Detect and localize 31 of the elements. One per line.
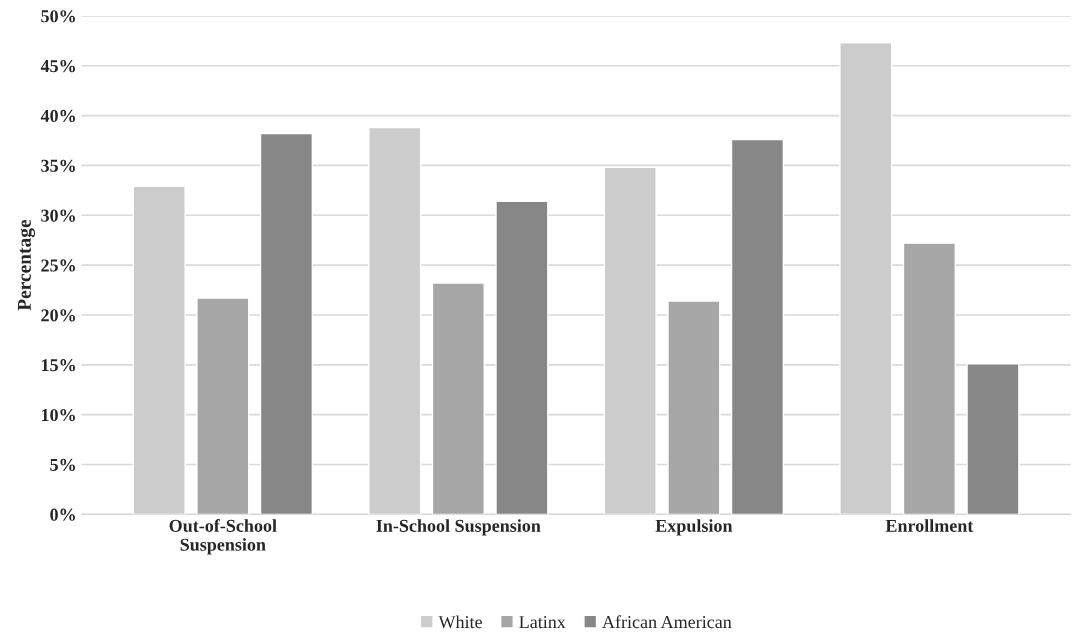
y-tick-label: 30% [41,209,75,222]
y-tick-label: 45% [40,59,75,73]
x-tick-label: Out-of-School Suspension [169,519,277,555]
bar [495,200,549,515]
bar [196,297,250,515]
y-tick-label: 50% [41,10,75,23]
bar [431,282,485,515]
y-tick-label: 10% [42,408,75,422]
bar [132,185,186,515]
y-tick-label: 40% [40,109,75,123]
legend-label: Latinx [519,616,566,629]
y-tick-label: 0% [50,508,75,521]
bar [839,42,893,515]
bar [966,363,1020,515]
bar [603,166,657,515]
bar [667,300,721,515]
bar [730,138,785,515]
x-tick-label: In-School Suspension [376,519,541,536]
bar [368,126,422,515]
legend-label: White [438,615,482,629]
y-tick-label: 20% [41,309,75,322]
y-tick-label: 5% [50,458,75,471]
legend-label: African American [602,615,732,629]
y-tick-label: 15% [42,359,75,372]
bar [902,242,956,515]
y-tick-label: 25% [41,259,75,272]
bar [259,132,314,515]
x-tick-label: Expulsion [655,519,733,536]
y-axis-title: Percentage [17,219,35,311]
y-tick-label: 35% [41,159,75,172]
x-tick-label: Enrollment [885,519,974,532]
